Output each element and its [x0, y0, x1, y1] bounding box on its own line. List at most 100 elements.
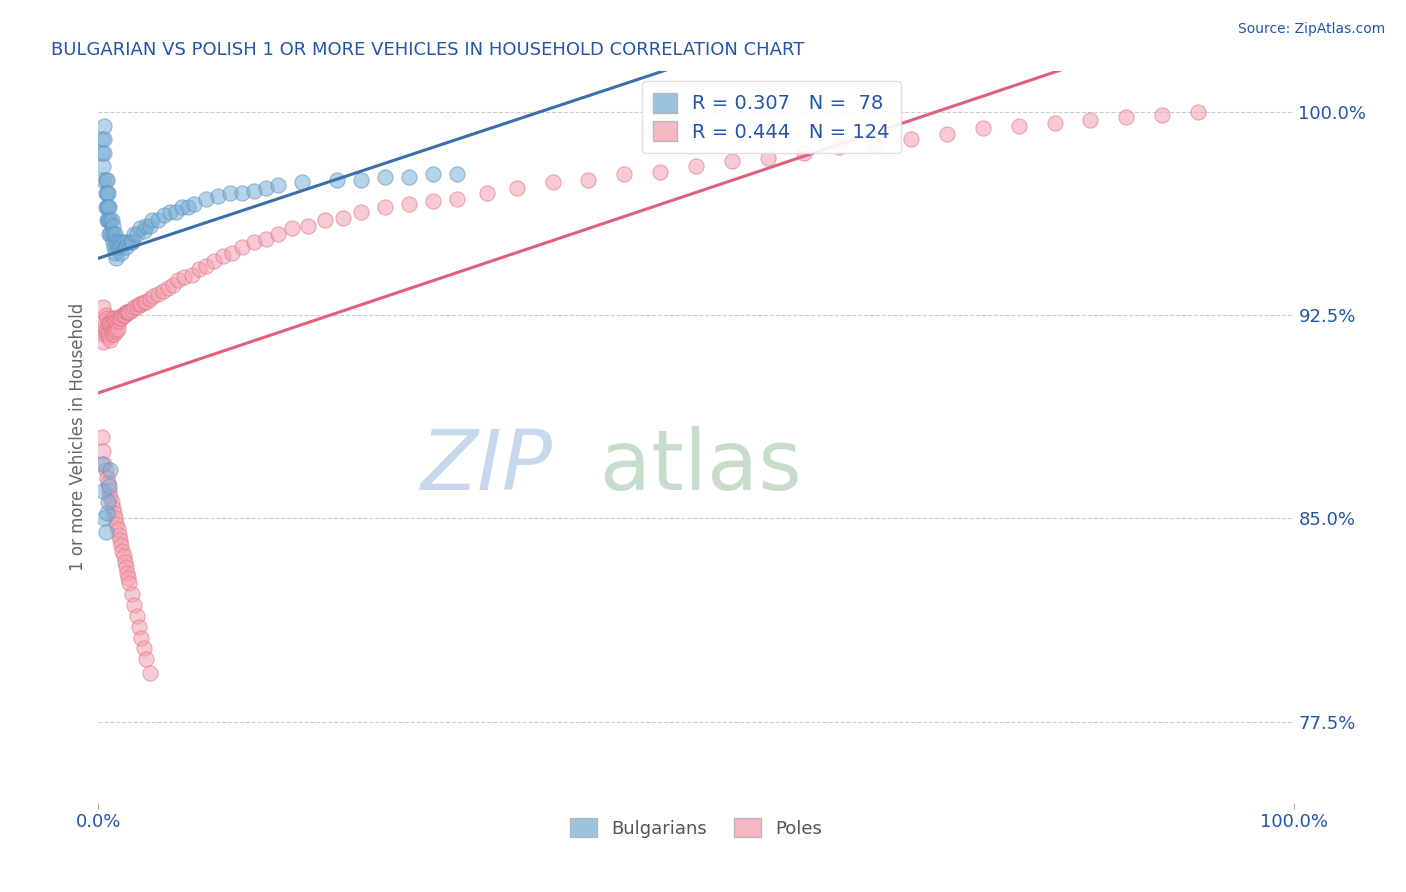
Point	[98, 490, 122, 504]
Point	[91, 430, 114, 444]
Point	[219, 186, 242, 201]
Point	[100, 495, 122, 509]
Point	[94, 308, 117, 322]
Point	[110, 538, 132, 552]
Point	[124, 227, 146, 241]
Point	[141, 213, 163, 227]
Point	[135, 294, 157, 309]
Text: Source: ZipAtlas.com: Source: ZipAtlas.com	[1237, 22, 1385, 37]
Point	[101, 310, 124, 325]
Point	[291, 176, 314, 190]
Point	[107, 313, 129, 327]
Point	[91, 300, 114, 314]
Point	[162, 278, 184, 293]
Point	[125, 300, 148, 314]
Point	[131, 631, 153, 645]
Point	[96, 310, 118, 325]
Point	[107, 310, 129, 325]
Point	[1152, 108, 1174, 122]
Point	[98, 200, 121, 214]
Point	[231, 240, 253, 254]
Point	[139, 665, 162, 680]
Point	[91, 322, 114, 336]
Point	[350, 172, 373, 186]
Point	[135, 219, 157, 233]
Point	[118, 576, 141, 591]
Point	[173, 270, 195, 285]
Point	[94, 186, 117, 201]
Point	[105, 325, 128, 339]
Point	[101, 325, 124, 339]
Point	[91, 443, 114, 458]
Point	[91, 132, 114, 146]
Point	[243, 184, 266, 198]
Point	[115, 305, 138, 319]
Point	[98, 227, 121, 241]
Point	[96, 200, 118, 214]
Point	[105, 313, 128, 327]
Point	[281, 221, 304, 235]
Point	[91, 145, 114, 160]
Point	[104, 511, 127, 525]
Point	[103, 240, 125, 254]
Point	[422, 167, 444, 181]
Point	[115, 240, 138, 254]
Point	[117, 571, 139, 585]
Point	[132, 294, 155, 309]
Point	[900, 132, 922, 146]
Point	[254, 181, 277, 195]
Point	[107, 240, 129, 254]
Point	[91, 159, 114, 173]
Point	[350, 205, 373, 219]
Point	[115, 560, 138, 574]
Point	[98, 316, 122, 330]
Point	[121, 235, 143, 249]
Point	[1008, 119, 1031, 133]
Point	[110, 310, 132, 325]
Point	[110, 245, 132, 260]
Point	[93, 511, 115, 525]
Point	[98, 484, 121, 499]
Point	[93, 457, 115, 471]
Point	[97, 186, 120, 201]
Point	[100, 227, 122, 241]
Point	[685, 159, 707, 173]
Point	[254, 232, 277, 246]
Point	[125, 608, 148, 623]
Point	[187, 262, 209, 277]
Point	[148, 286, 170, 301]
Text: BULGARIAN VS POLISH 1 OR MORE VEHICLES IN HOUSEHOLD CORRELATION CHART: BULGARIAN VS POLISH 1 OR MORE VEHICLES I…	[51, 41, 804, 59]
Point	[104, 227, 127, 241]
Point	[267, 178, 290, 193]
Point	[211, 249, 233, 263]
Point	[94, 325, 117, 339]
Point	[207, 189, 229, 203]
Point	[97, 213, 120, 227]
Point	[326, 172, 349, 186]
Point	[96, 327, 118, 342]
Point	[98, 213, 121, 227]
Point	[124, 598, 146, 612]
Point	[104, 245, 127, 260]
Point	[183, 197, 205, 211]
Point	[125, 227, 148, 241]
Point	[97, 495, 120, 509]
Point	[202, 254, 225, 268]
Point	[756, 151, 779, 165]
Point	[177, 200, 200, 214]
Point	[159, 205, 181, 219]
Point	[98, 316, 121, 330]
Point	[332, 211, 354, 225]
Point	[139, 219, 162, 233]
Point	[267, 227, 290, 241]
Point	[114, 235, 136, 249]
Point	[221, 245, 243, 260]
Point	[108, 310, 131, 325]
Point	[112, 549, 135, 564]
Point	[96, 213, 118, 227]
Point	[195, 192, 218, 206]
Point	[132, 224, 155, 238]
Point	[100, 213, 122, 227]
Point	[94, 200, 117, 214]
Point	[93, 119, 115, 133]
